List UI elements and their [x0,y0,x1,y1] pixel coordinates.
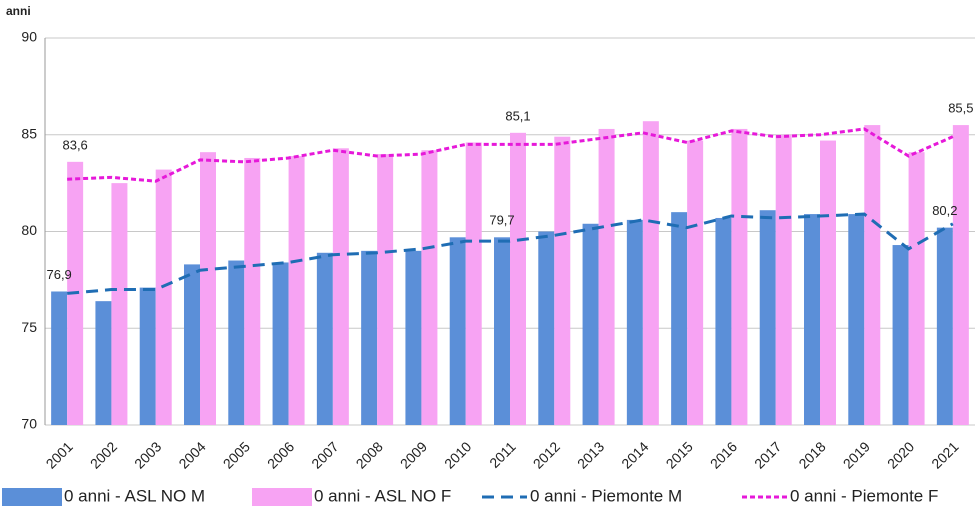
legend-label: 0 anni - ASL NO F [314,486,451,505]
x-tick-label: 2012 [530,438,563,471]
x-tick-label: 2002 [87,438,120,471]
bar [642,121,659,425]
bar [288,156,305,425]
bar [554,136,571,425]
line [67,212,954,295]
data-label: 85,1 [505,108,530,123]
data-label: 76,9 [46,267,71,282]
bar [775,134,792,425]
y-tick-label: 70 [21,416,37,432]
bar [184,264,200,425]
bar [421,150,438,426]
bar [228,260,245,425]
x-tick-label: 2014 [618,438,651,471]
x-tick-label: 2009 [397,438,430,471]
bar [51,291,68,425]
bar [510,132,526,425]
bar [111,183,128,425]
x-tick-label: 2017 [751,438,784,471]
x-tick-label: 2010 [441,438,474,471]
bar [95,301,112,425]
bar [361,250,378,425]
bar [731,128,748,425]
x-tick-label: 2004 [175,438,208,471]
x-tick-label: 2015 [663,438,696,471]
legend-label: 0 anni - ASL NO M [64,486,205,505]
y-axis-title: anni [6,4,31,18]
bar [804,214,820,425]
bar [715,217,732,425]
legend-swatch [2,488,62,506]
line [67,127,954,183]
data-label: 83,6 [62,137,87,152]
bar [582,223,599,425]
x-tick-label: 2006 [264,438,297,471]
bar [494,237,510,425]
bar [272,262,289,425]
bar [538,231,555,425]
y-tick-label: 85 [21,125,37,141]
x-tick-label: 2020 [884,438,917,471]
bar [626,219,643,425]
bar [449,237,466,425]
x-tick-label: 2011 [486,438,519,471]
x-tick-label: 2019 [840,438,873,471]
bar [155,169,172,425]
x-tick-label: 2021 [928,438,961,471]
bar [377,154,394,425]
x-tick-label: 2001 [43,438,76,471]
y-tick-label: 75 [21,319,37,335]
legend-swatch [252,488,312,506]
bar [139,287,156,425]
bar [936,227,953,425]
bar [200,152,216,426]
y-tick-label: 90 [21,29,37,45]
bar [316,252,333,425]
x-tick-label: 2007 [308,438,341,471]
bar [759,210,776,425]
bar [892,245,909,425]
bar [908,152,925,426]
bar [820,140,836,425]
x-tick-label: 2003 [131,438,164,471]
data-label: 79,7 [489,213,514,228]
bar [598,128,615,425]
legend-label: 0 anni - Piemonte F [790,486,938,505]
x-tick-label: 2008 [353,438,386,471]
bar [864,125,881,425]
bar [952,125,969,425]
data-label: 85,5 [948,101,973,116]
bar [848,214,865,425]
x-tick-label: 2016 [707,438,740,471]
data-label: 80,2 [932,203,957,218]
bar [244,157,261,425]
bar [671,212,688,425]
x-tick-label: 2013 [574,438,607,471]
bar [405,250,422,425]
bar [465,142,482,426]
legend-label: 0 anni - Piemonte M [530,486,682,505]
x-tick-label: 2018 [795,438,828,471]
bar [687,140,704,425]
x-tick-label: 2005 [220,438,253,471]
bar [332,148,349,426]
y-tick-label: 80 [21,222,37,238]
